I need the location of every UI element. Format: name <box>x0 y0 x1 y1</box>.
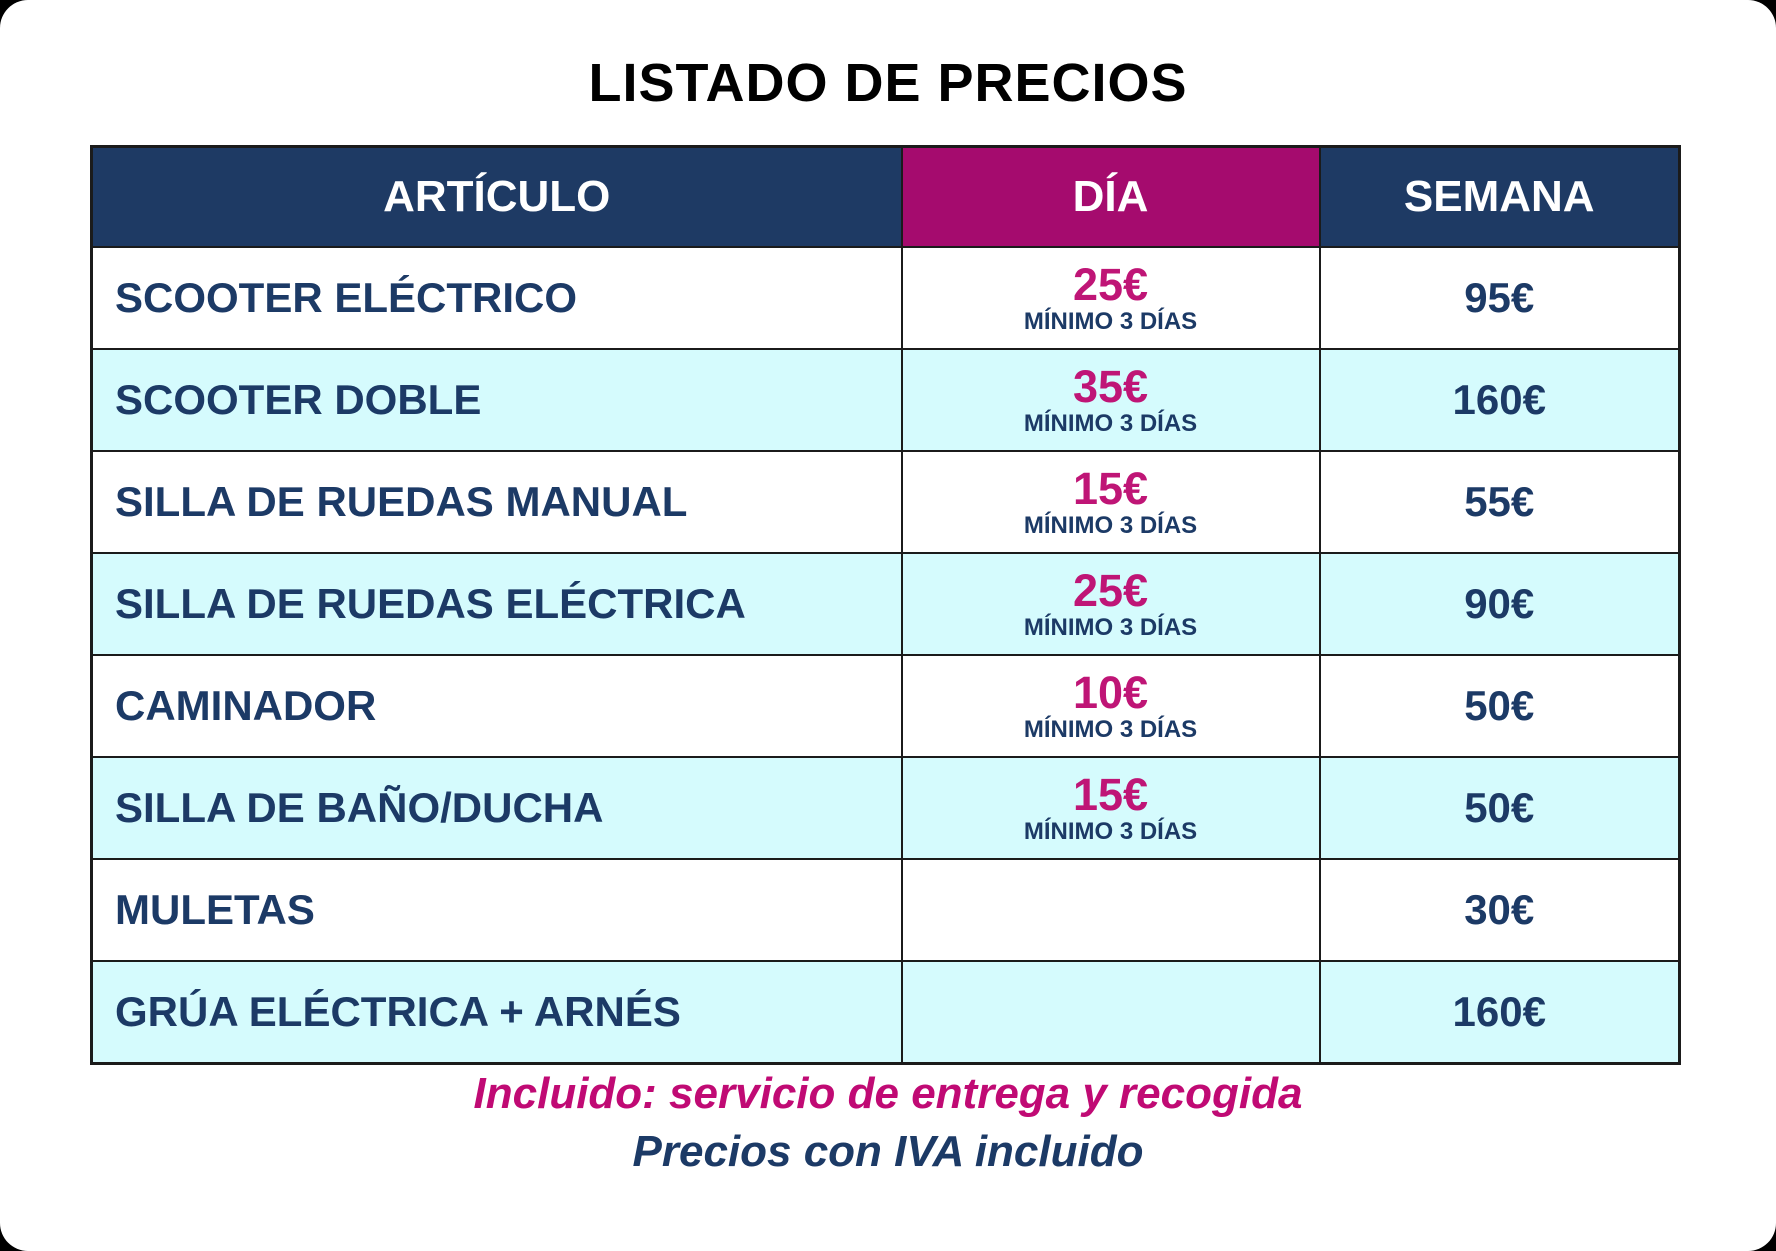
column-header-semana: SEMANA <box>1318 145 1681 248</box>
table-row: SILLA DE BAÑO/DUCHA 15€ MÍNIMO 3 DÍAS 50… <box>90 756 1681 860</box>
article-cell: SILLA DE RUEDAS MANUAL <box>90 450 903 554</box>
day-price-cell: 25€ MÍNIMO 3 DÍAS <box>900 246 1321 350</box>
table-row: SCOOTER ELÉCTRICO 25€ MÍNIMO 3 DÍAS 95€ <box>90 246 1681 350</box>
day-price: 15€ <box>1072 768 1149 820</box>
day-minimum-note: MÍNIMO 3 DÍAS <box>1023 511 1198 539</box>
day-price-cell <box>900 960 1321 1065</box>
week-price-cell: 160€ <box>1318 960 1681 1065</box>
day-minimum-note: MÍNIMO 3 DÍAS <box>1023 409 1198 437</box>
day-price-cell: 35€ MÍNIMO 3 DÍAS <box>900 348 1321 452</box>
table-row: MULETAS 30€ <box>90 858 1681 962</box>
week-price-cell: 55€ <box>1318 450 1681 554</box>
day-price: 25€ <box>1072 564 1149 616</box>
week-price-cell: 160€ <box>1318 348 1681 452</box>
day-minimum-note: MÍNIMO 3 DÍAS <box>1023 613 1198 641</box>
day-minimum-note: MÍNIMO 3 DÍAS <box>1023 307 1198 335</box>
header-row: ARTÍCULO DÍA SEMANA <box>90 145 1681 248</box>
page-title: LISTADO DE PRECIOS <box>588 53 1188 113</box>
footer-vat-note: Precios con IVA incluido <box>632 1127 1144 1177</box>
article-cell: SILLA DE RUEDAS ELÉCTRICA <box>90 552 903 656</box>
article-cell: SILLA DE BAÑO/DUCHA <box>90 756 903 860</box>
price-table: ARTÍCULO DÍA SEMANA SCOOTER ELÉCTRICO 25… <box>90 145 1681 1065</box>
day-price: 25€ <box>1072 258 1149 310</box>
day-price: 10€ <box>1072 666 1149 718</box>
week-price-cell: 50€ <box>1318 654 1681 758</box>
day-price-cell <box>900 858 1321 962</box>
table-row: SCOOTER DOBLE 35€ MÍNIMO 3 DÍAS 160€ <box>90 348 1681 452</box>
week-price-cell: 50€ <box>1318 756 1681 860</box>
table-row: GRÚA ELÉCTRICA + ARNÉS 160€ <box>90 960 1681 1065</box>
article-cell: SCOOTER ELÉCTRICO <box>90 246 903 350</box>
week-price-cell: 95€ <box>1318 246 1681 350</box>
table-row: SILLA DE RUEDAS MANUAL 15€ MÍNIMO 3 DÍAS… <box>90 450 1681 554</box>
day-price-cell: 15€ MÍNIMO 3 DÍAS <box>900 756 1321 860</box>
day-price-cell: 15€ MÍNIMO 3 DÍAS <box>900 450 1321 554</box>
article-cell: CAMINADOR <box>90 654 903 758</box>
article-cell: GRÚA ELÉCTRICA + ARNÉS <box>90 960 903 1065</box>
week-price-cell: 90€ <box>1318 552 1681 656</box>
day-minimum-note: MÍNIMO 3 DÍAS <box>1023 715 1198 743</box>
column-header-dia: DÍA <box>900 145 1321 248</box>
week-price-cell: 30€ <box>1318 858 1681 962</box>
day-price: 35€ <box>1072 360 1149 412</box>
article-cell: MULETAS <box>90 858 903 962</box>
column-header-articulo: ARTÍCULO <box>90 145 903 248</box>
article-cell: SCOOTER DOBLE <box>90 348 903 452</box>
footer-included-note: Incluido: servicio de entrega y recogida <box>473 1069 1303 1118</box>
table-row: SILLA DE RUEDAS ELÉCTRICA 25€ MÍNIMO 3 D… <box>90 552 1681 656</box>
table-row: CAMINADOR 10€ MÍNIMO 3 DÍAS 50€ <box>90 654 1681 758</box>
footer-notes: Incluido: servicio de entrega y recogida… <box>0 1069 1776 1177</box>
day-price-cell: 25€ MÍNIMO 3 DÍAS <box>900 552 1321 656</box>
day-price-cell: 10€ MÍNIMO 3 DÍAS <box>900 654 1321 758</box>
day-price: 15€ <box>1072 462 1149 514</box>
day-minimum-note: MÍNIMO 3 DÍAS <box>1023 817 1198 845</box>
